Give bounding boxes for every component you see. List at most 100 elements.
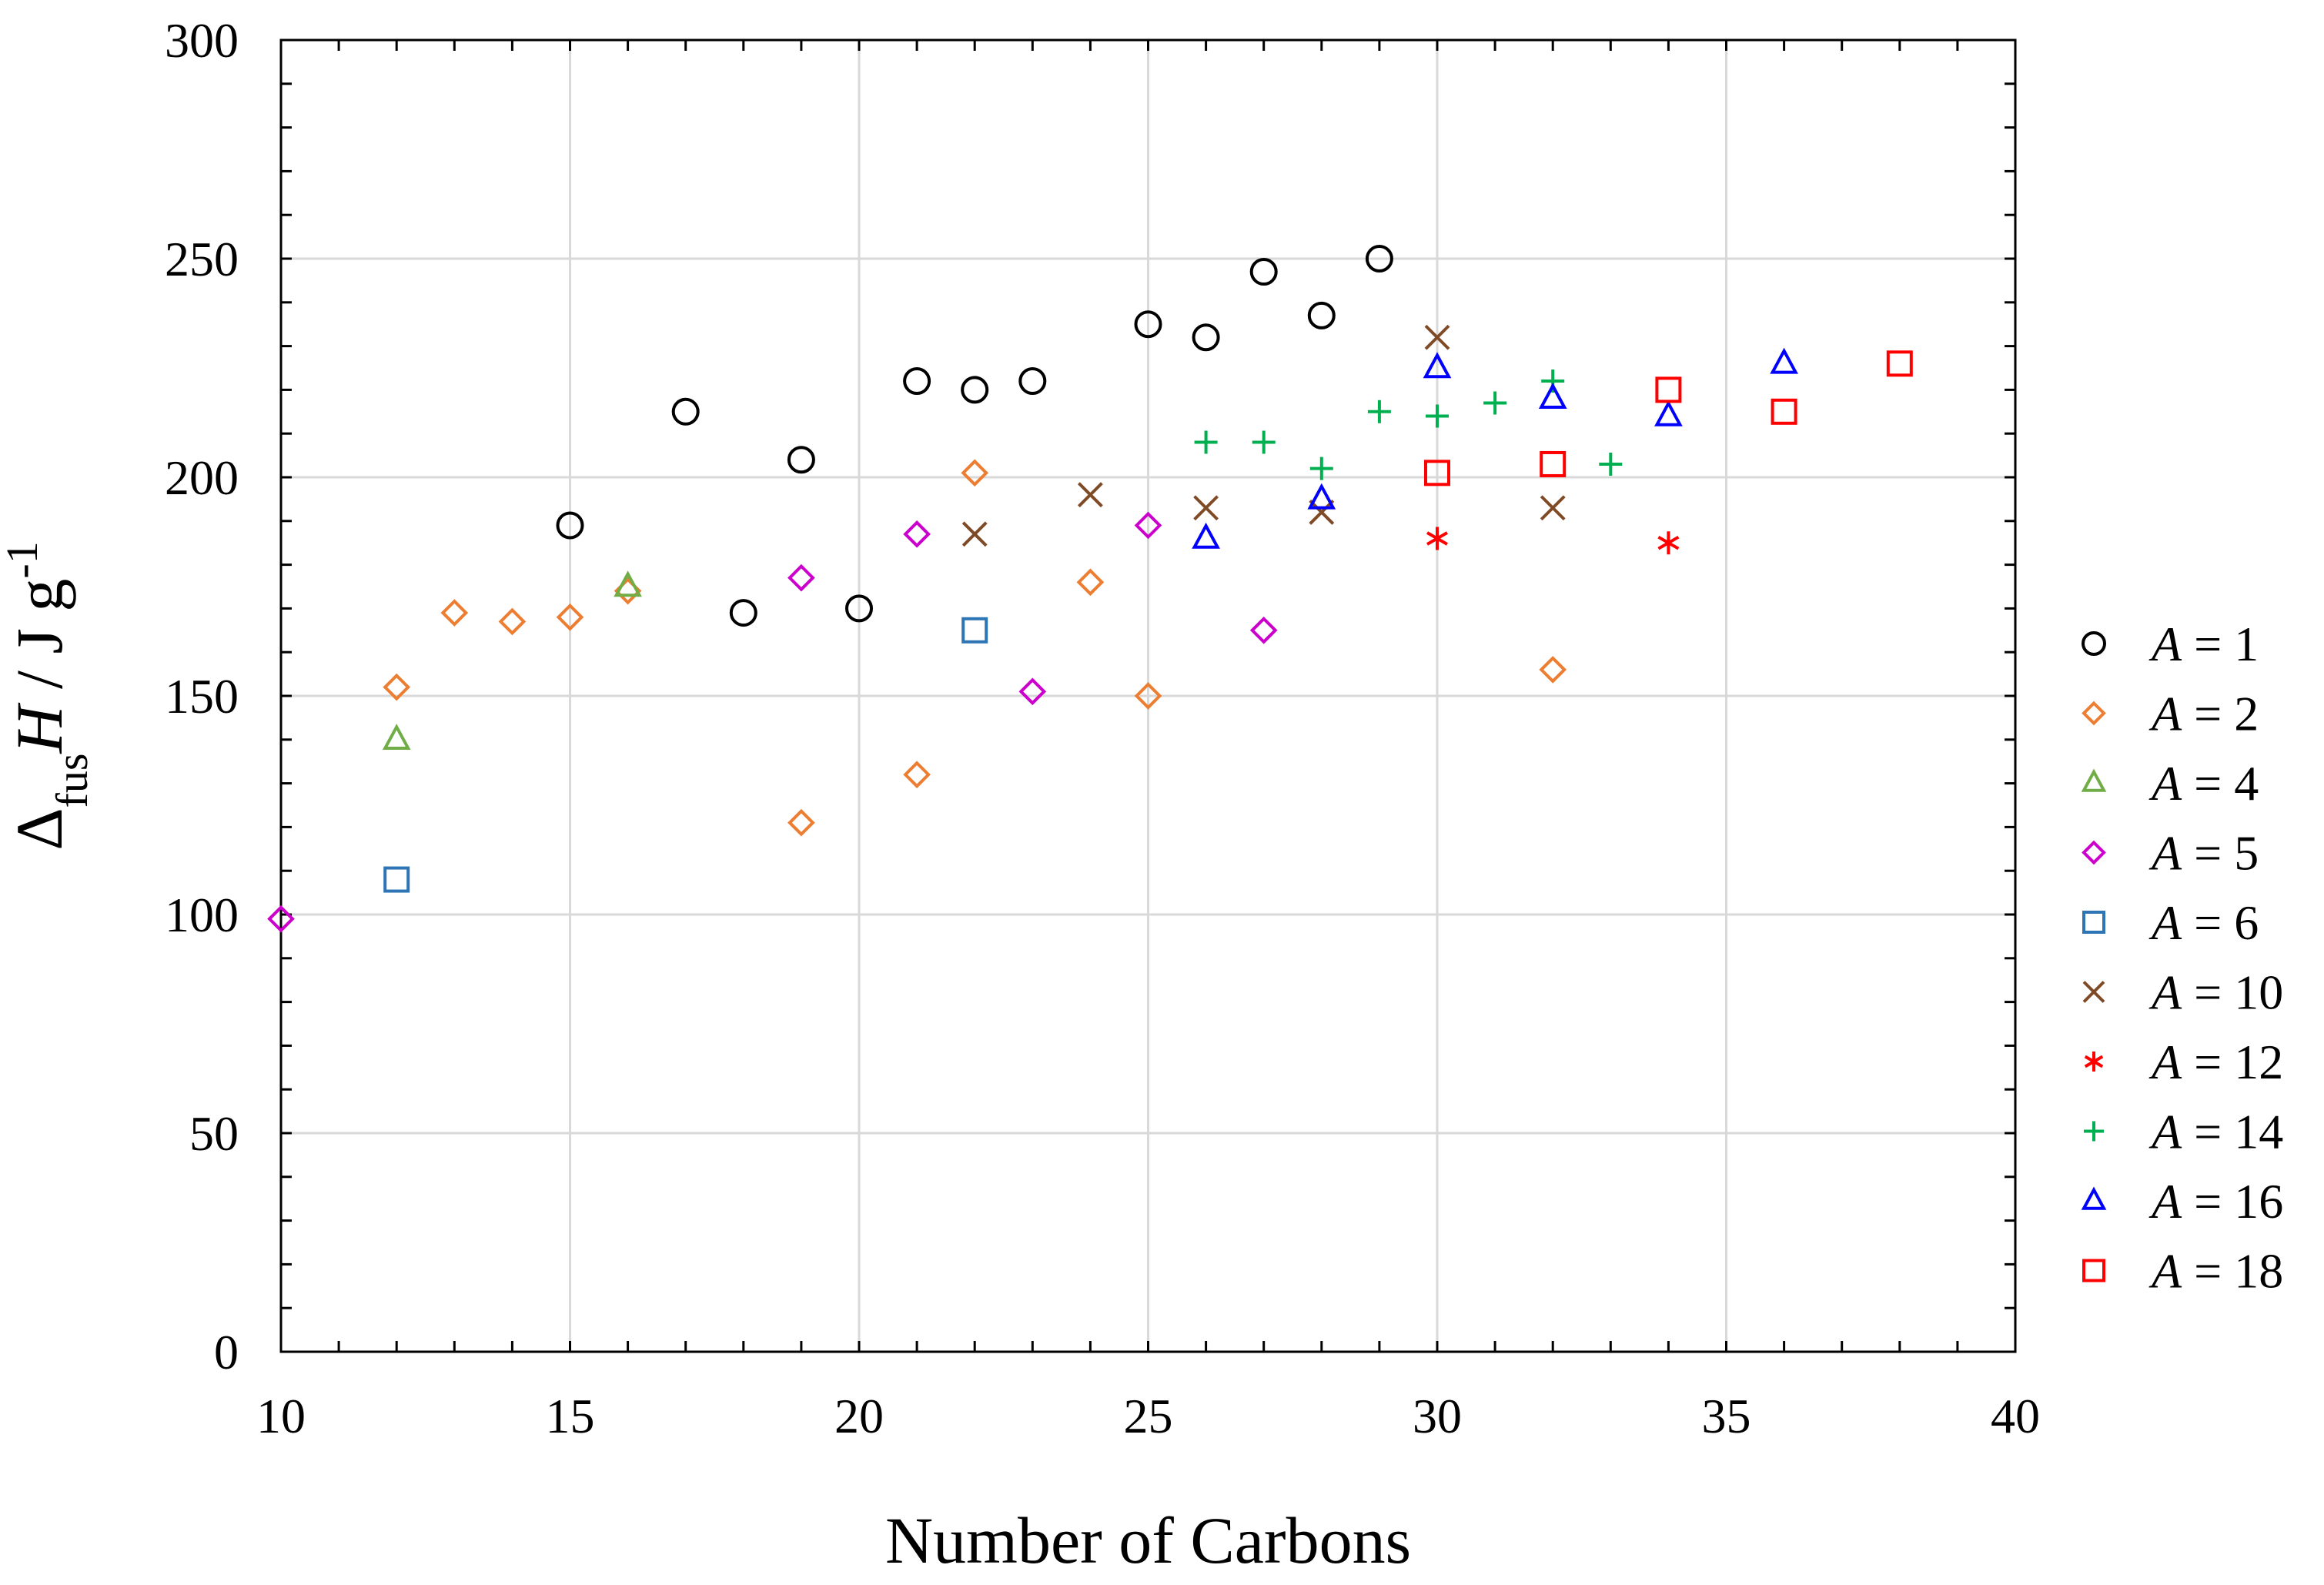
legend-marker: [2082, 701, 2106, 726]
legend-label-variable: A: [2148, 1035, 2182, 1089]
data-point: [1134, 682, 1162, 710]
legend-item-a-16: A = 16: [2081, 1174, 2283, 1229]
legend-label: A = 10: [2148, 965, 2283, 1020]
data-point: [787, 446, 815, 474]
data-point: [556, 511, 584, 540]
data-point: [1655, 376, 1682, 403]
data-point: [961, 459, 989, 487]
legend-label-variable: A: [2148, 1244, 2182, 1299]
legend-item-a-6: A = 6: [2082, 895, 2259, 950]
data-point: [903, 761, 931, 789]
data-point: [845, 594, 873, 623]
legend-item-a-10: A = 10: [2082, 965, 2283, 1020]
data-point: [903, 520, 931, 548]
x-tick-label: 40: [1991, 1389, 2040, 1443]
data-point: [1539, 656, 1567, 684]
data-point: [1654, 400, 1683, 426]
legend-label: A = 2: [2148, 687, 2259, 741]
legend-label: A = 12: [2148, 1035, 2283, 1089]
data-point: [1770, 347, 1798, 374]
series-a-14: [1194, 369, 1623, 480]
data-point: [961, 617, 988, 644]
series-a-5: [267, 511, 1278, 933]
legend-item-a-5: A = 5: [2082, 826, 2259, 881]
legend-marker: [2082, 1259, 2105, 1282]
data-point: [383, 673, 411, 701]
data-point: [556, 603, 584, 631]
y-tick-label: 200: [165, 450, 239, 505]
legend-label-variable: A: [2148, 617, 2182, 671]
legend: A = 1A = 2A = 4A = 5A = 6A = 10A = 12A =…: [2081, 617, 2283, 1299]
data-point: [1192, 323, 1220, 352]
data-point: [382, 724, 411, 751]
legend-marker: [2081, 768, 2107, 792]
legend-label-value: = 5: [2182, 826, 2259, 881]
data-point: [1018, 367, 1047, 396]
legend-label: A = 5: [2148, 826, 2259, 881]
series-a-18: [1424, 350, 1913, 487]
gridlines: [281, 40, 2015, 1352]
y-axis-title: ΔfusH / J g-1: [0, 541, 97, 851]
legend-label-variable: A: [2148, 965, 2182, 1020]
data-point: [1309, 500, 1335, 525]
data-point: [729, 599, 757, 627]
legend-label-value: = 4: [2182, 756, 2259, 811]
legend-label-value: = 18: [2182, 1244, 2283, 1299]
data-point: [1771, 398, 1797, 425]
legend-label-value: = 10: [2182, 965, 2283, 1020]
y-axis-title-variable: H: [2, 703, 76, 754]
series-a-6: [383, 617, 988, 893]
series-a-4: [382, 570, 642, 751]
x-tick-label: 20: [834, 1389, 884, 1443]
legend-label-variable: A: [2148, 687, 2182, 741]
data-point: [1424, 460, 1450, 487]
y-tick-label: 150: [165, 669, 239, 724]
x-tick-label: 35: [1702, 1389, 1751, 1443]
data-points: [267, 245, 1913, 933]
data-point: [787, 808, 815, 837]
x-tick-label: 15: [546, 1389, 595, 1443]
series-a-10: [961, 324, 1566, 547]
legend-item-a-18: A = 18: [2082, 1244, 2283, 1299]
data-point: [1424, 324, 1450, 350]
legend-label: A = 6: [2148, 895, 2259, 950]
data-point: [1076, 568, 1105, 597]
y-axis-title-delta: Δ: [2, 808, 76, 850]
x-tick-label: 30: [1413, 1389, 1462, 1443]
data-point: [1134, 310, 1162, 339]
data-point: [1886, 350, 1913, 377]
data-point: [1540, 495, 1566, 521]
legend-label: A = 1: [2148, 617, 2259, 671]
legend-label-value: = 1: [2182, 617, 2259, 671]
minor-ticks: [281, 40, 2015, 1352]
series-a-1: [556, 245, 1393, 627]
y-axis-title-subscript: fus: [47, 754, 97, 808]
data-point: [961, 376, 989, 404]
data-point: [1307, 483, 1336, 510]
legend-label-variable: A: [2148, 1105, 2182, 1159]
data-point: [787, 563, 815, 592]
plot-area: [279, 38, 2017, 1353]
series-a-12: [1426, 527, 1680, 555]
data-point: [903, 367, 931, 396]
data-point: [1307, 301, 1336, 329]
data-point: [267, 905, 295, 933]
legend-marker: [2081, 1186, 2107, 1210]
legend-marker: [2082, 981, 2105, 1003]
legend-label-value: = 12: [2182, 1035, 2283, 1089]
y-tick-label: 300: [165, 13, 239, 68]
y-tick-label: 50: [189, 1106, 239, 1161]
legend-label-value: = 14: [2182, 1105, 2283, 1159]
data-point: [1252, 430, 1276, 454]
legend-marker: [2082, 631, 2106, 656]
legend-marker: [2084, 1121, 2104, 1142]
legend-item-a-2: A = 2: [2082, 687, 2259, 741]
legend-label: A = 16: [2148, 1174, 2283, 1229]
data-point: [614, 570, 642, 597]
data-point: [1365, 245, 1393, 273]
data-point: [1423, 352, 1452, 379]
legend-marker: [2082, 911, 2105, 934]
x-tick-label: 25: [1124, 1389, 1173, 1443]
data-point: [671, 397, 700, 426]
